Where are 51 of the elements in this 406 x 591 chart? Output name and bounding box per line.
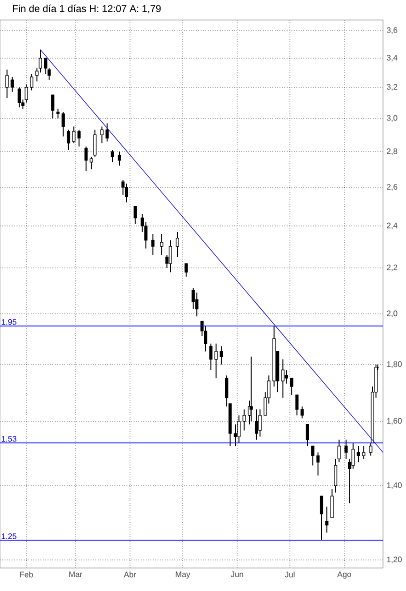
- candlestick: [110, 149, 114, 163]
- candlestick: [118, 151, 122, 166]
- candlestick: [195, 292, 198, 317]
- candlestick: [151, 234, 154, 256]
- candlestick: [160, 234, 164, 256]
- candlestick: [242, 408, 246, 431]
- candlestick: [290, 378, 294, 396]
- candlestick: [51, 94, 54, 119]
- candlestick: [168, 240, 172, 273]
- candlestick: [250, 356, 253, 422]
- candlestick: [56, 108, 60, 119]
- candlestick: [30, 74, 34, 91]
- candlestick: [176, 232, 180, 258]
- candlestick: [284, 370, 288, 384]
- candlestick: [66, 129, 70, 150]
- candlestick: [320, 496, 324, 541]
- chart-title: Fin de día 1 días H: 12:07 A: 1,79: [13, 4, 161, 14]
- candlestick: [62, 112, 65, 137]
- candlestick: [84, 146, 88, 172]
- candlestick: [330, 488, 334, 518]
- candlestick: [77, 129, 81, 147]
- candlestick: [295, 394, 299, 416]
- candlestick: [100, 126, 104, 144]
- candlestick: [124, 183, 128, 203]
- candlestick: [237, 414, 241, 444]
- candlestick: [90, 156, 93, 170]
- candlestick: [258, 408, 262, 438]
- candlestick: [281, 358, 284, 398]
- candlestick: [316, 452, 320, 476]
- candlestick: [369, 442, 372, 456]
- candlestick: [306, 424, 310, 446]
- candlestick: [220, 346, 223, 366]
- candlestick: [72, 126, 76, 144]
- candlestick: [93, 129, 96, 158]
- candlestick: [106, 122, 109, 142]
- candlestick: [134, 206, 137, 224]
- candlestick: [184, 263, 188, 278]
- candlestick: [300, 406, 304, 419]
- candlestick: [5, 69, 9, 98]
- candlestick: [209, 343, 212, 370]
- candlestick: [234, 424, 238, 446]
- candlestick: [356, 446, 360, 463]
- candlestick: [254, 408, 258, 440]
- candlestick: [10, 76, 14, 92]
- candlestick: [214, 343, 218, 379]
- candlestick: [362, 446, 366, 460]
- candlestick: [311, 446, 314, 466]
- candlestick: [334, 458, 338, 494]
- candlestick: [325, 506, 328, 534]
- candlestick: [18, 86, 21, 108]
- candlestick: [337, 439, 341, 463]
